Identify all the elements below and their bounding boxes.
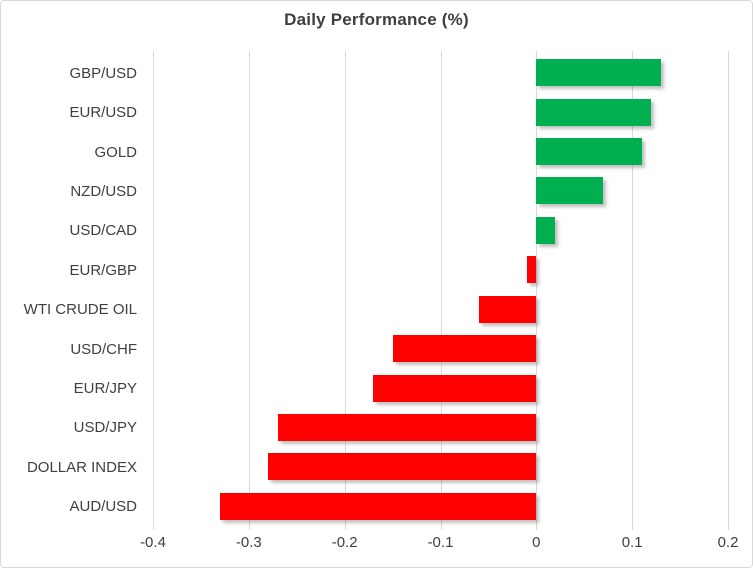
category-label: GBP/USD [69,64,137,82]
x-tick-label: 0 [532,534,541,551]
bar-eur-gbp [526,256,537,284]
bar-eur-jpy [373,374,537,402]
x-tick-label: -0.4 [140,534,166,551]
bar-eur-usd [536,98,652,126]
gridline [344,51,346,530]
gridline [153,51,154,530]
category-label: GOLD [94,143,137,161]
bar-usd-cad [536,216,556,244]
x-tick-label: 0.1 [621,534,643,551]
category-label: EUR/GBP [69,261,137,279]
bar-usd-chf [392,335,537,363]
category-label: EUR/USD [69,104,137,122]
value-axis: -0.4 -0.3 -0.2 -0.1 0 0.1 0.2 [140,534,738,554]
gridline [536,51,538,530]
x-tick-label: -0.3 [235,534,262,551]
category-label: WTI CRUDE OIL [23,301,137,319]
category-label: EUR/JPY [73,380,137,398]
bar-usd-jpy [277,413,537,441]
gridline [248,51,250,530]
category-axis: GBP/USD EUR/USD GOLD NZD/USD USD/CAD EUR/GBP W… [1,51,141,524]
x-tick-label: -0.2 [331,534,358,551]
category-label: DOLLAR INDEX [26,458,137,476]
gridline [632,51,634,530]
plot-area [153,51,729,530]
bar-dollar-index [268,453,537,481]
bar-wti-crude-oil [478,295,537,323]
chart-title: Daily Performance (%) [284,10,469,29]
category-label: USD/CAD [69,222,137,240]
gridline [440,51,442,530]
x-tick-label: -0.1 [427,534,454,551]
bar-gold [536,138,642,166]
gridline [728,51,729,530]
category-label: NZD/USD [70,182,137,200]
bar-nzd-usd [536,177,604,205]
x-tick-label: 0.2 [717,534,739,551]
category-label: AUD/USD [69,498,137,516]
bar-gbp-usd [536,59,661,87]
bar-aud-usd [220,492,537,520]
category-label: USD/JPY [73,419,137,437]
category-label: USD/CHF [70,340,137,358]
